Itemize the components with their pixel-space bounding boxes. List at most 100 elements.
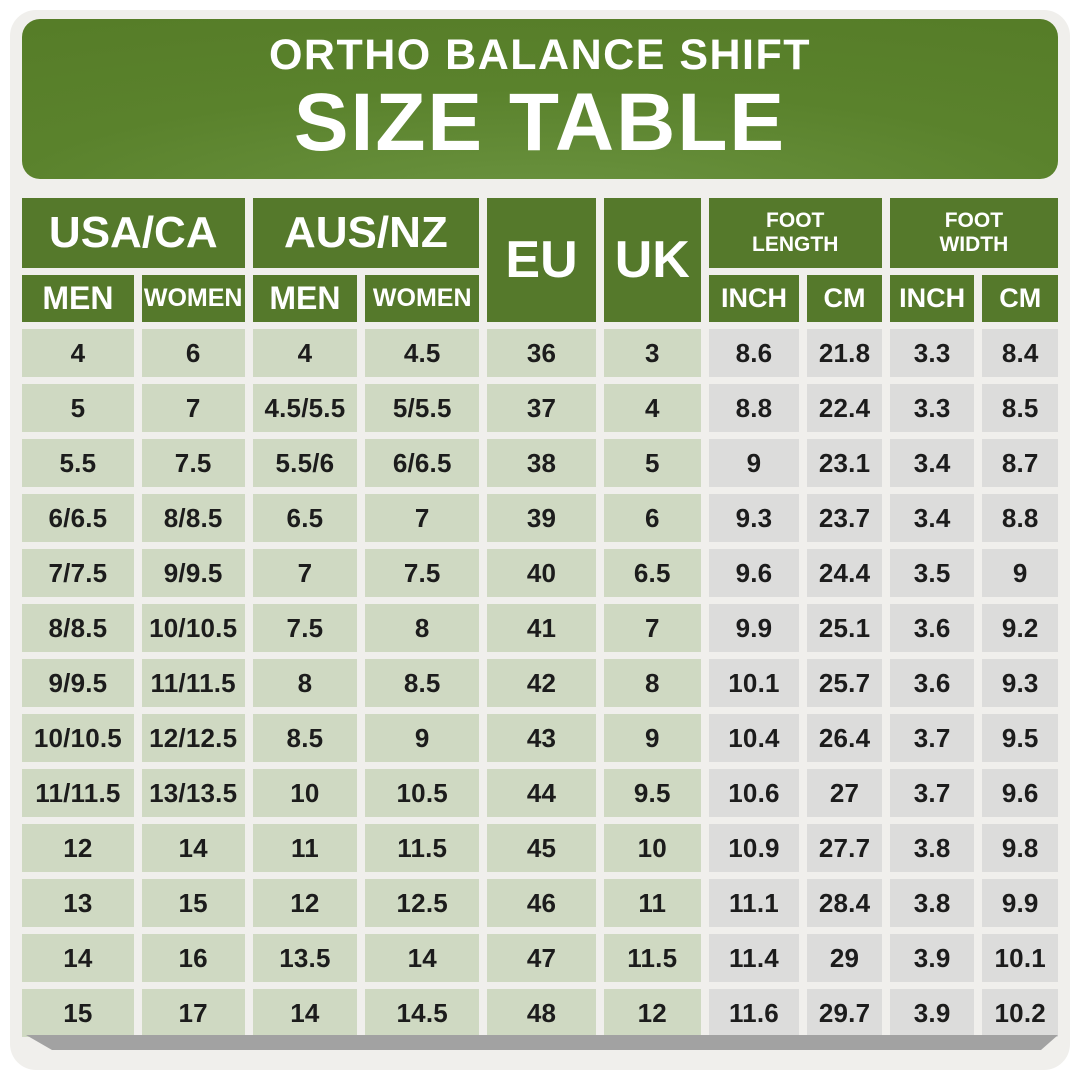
size-cell: 8.4 [982, 329, 1058, 377]
banner-subtitle: ORTHO BALANCE SHIFT [268, 31, 812, 80]
size-cell: 25.1 [807, 604, 882, 652]
size-cell: 13 [22, 879, 134, 927]
foot-width-label: FOOT WIDTH [939, 208, 1009, 256]
size-cell: 15 [141, 879, 245, 927]
size-cell: 37 [487, 384, 596, 432]
size-cell: 10.9 [708, 824, 800, 872]
size-cell: 11.4 [708, 934, 800, 982]
size-cell: 3.6 [889, 604, 975, 652]
size-cell: 8 [252, 659, 358, 707]
size-cell: 8/8.5 [22, 604, 134, 652]
size-cell: 12 [22, 824, 134, 872]
size-cell: 9/9.5 [141, 549, 245, 597]
size-cell: 12/12.5 [141, 714, 245, 762]
size-cell: 3.7 [889, 769, 975, 817]
size-cell: 12 [252, 879, 358, 927]
size-cell: 9.5 [982, 714, 1058, 762]
size-cell: 6 [603, 494, 701, 542]
size-cell: 3.8 [889, 824, 975, 872]
size-cell: 23.1 [807, 439, 882, 487]
size-cell: 27 [807, 769, 882, 817]
size-cell: 3.3 [889, 384, 975, 432]
size-cell: 11/11.5 [22, 769, 134, 817]
size-cell: 40 [487, 549, 596, 597]
size-cell: 7 [365, 494, 480, 542]
size-cell: 23.7 [807, 494, 882, 542]
size-cell: 13/13.5 [141, 769, 245, 817]
size-cell: 8.5 [982, 384, 1058, 432]
size-cell: 24.4 [807, 549, 882, 597]
size-cell: 6/6.5 [22, 494, 134, 542]
size-cell: 9 [603, 714, 701, 762]
size-cell: 28.4 [807, 879, 882, 927]
size-cell: 48 [487, 989, 596, 1037]
size-cell: 45 [487, 824, 596, 872]
size-cell: 9.6 [708, 549, 800, 597]
size-cell: 11 [252, 824, 358, 872]
size-cell: 7 [141, 384, 245, 432]
size-cell: 3.9 [889, 934, 975, 982]
size-cell: 8.5 [252, 714, 358, 762]
size-cell: 46 [487, 879, 596, 927]
size-cell: 3.7 [889, 714, 975, 762]
size-cell: 15 [22, 989, 134, 1037]
size-cell: 9.3 [982, 659, 1058, 707]
size-cell: 9.8 [982, 824, 1058, 872]
foot-length-label: FOOT LENGTH [752, 208, 839, 256]
size-cell: 11.1 [708, 879, 800, 927]
size-cell: 12 [603, 989, 701, 1037]
size-cell: 5 [22, 384, 134, 432]
size-cell: 14 [252, 989, 358, 1037]
size-cell: 5.5 [22, 439, 134, 487]
size-cell: 13.5 [252, 934, 358, 982]
size-cell: 8.7 [982, 439, 1058, 487]
size-cell: 4 [603, 384, 701, 432]
subheader-width-cm: CM [982, 275, 1058, 322]
size-cell: 11 [603, 879, 701, 927]
size-cell: 10.5 [365, 769, 480, 817]
size-cell: 38 [487, 439, 596, 487]
size-cell: 9.5 [603, 769, 701, 817]
size-cell: 8.6 [708, 329, 800, 377]
subheader-width-inch: INCH [889, 275, 975, 322]
size-cell: 3.8 [889, 879, 975, 927]
size-cell: 25.7 [807, 659, 882, 707]
size-cell: 14.5 [365, 989, 480, 1037]
size-cell: 36 [487, 329, 596, 377]
size-cell: 10/10.5 [141, 604, 245, 652]
size-cell: 10.4 [708, 714, 800, 762]
column-group-foot-length: FOOT LENGTH [708, 198, 882, 268]
size-cell: 9.2 [982, 604, 1058, 652]
size-cell: 9.6 [982, 769, 1058, 817]
size-cell: 9 [365, 714, 480, 762]
size-cell: 9.9 [982, 879, 1058, 927]
column-group-foot-width: FOOT WIDTH [889, 198, 1058, 268]
size-cell: 10/10.5 [22, 714, 134, 762]
size-cell: 4.5 [365, 329, 480, 377]
size-cell: 29 [807, 934, 882, 982]
size-cell: 11.5 [603, 934, 701, 982]
size-cell: 10 [603, 824, 701, 872]
title-banner: ORTHO BALANCE SHIFT SIZE TABLE [22, 19, 1058, 179]
size-cell: 12.5 [365, 879, 480, 927]
size-cell: 8.8 [708, 384, 800, 432]
size-cell: 22.4 [807, 384, 882, 432]
subheader-length-inch: INCH [708, 275, 800, 322]
size-cell: 7.5 [141, 439, 245, 487]
size-cell: 3.4 [889, 439, 975, 487]
size-cell: 47 [487, 934, 596, 982]
size-cell: 5/5.5 [365, 384, 480, 432]
column-group-usa-ca: USA/CA [22, 198, 245, 268]
size-cell: 29.7 [807, 989, 882, 1037]
size-cell: 7/7.5 [22, 549, 134, 597]
subheader-length-cm: CM [807, 275, 882, 322]
size-cell: 27.7 [807, 824, 882, 872]
size-cell: 3.9 [889, 989, 975, 1037]
size-cell: 8.8 [982, 494, 1058, 542]
size-cell: 4 [22, 329, 134, 377]
size-cell: 11.6 [708, 989, 800, 1037]
column-group-aus-nz: AUS/NZ [252, 198, 480, 268]
size-cell: 9.3 [708, 494, 800, 542]
subheader-usa-women: WOMEN [141, 275, 245, 322]
